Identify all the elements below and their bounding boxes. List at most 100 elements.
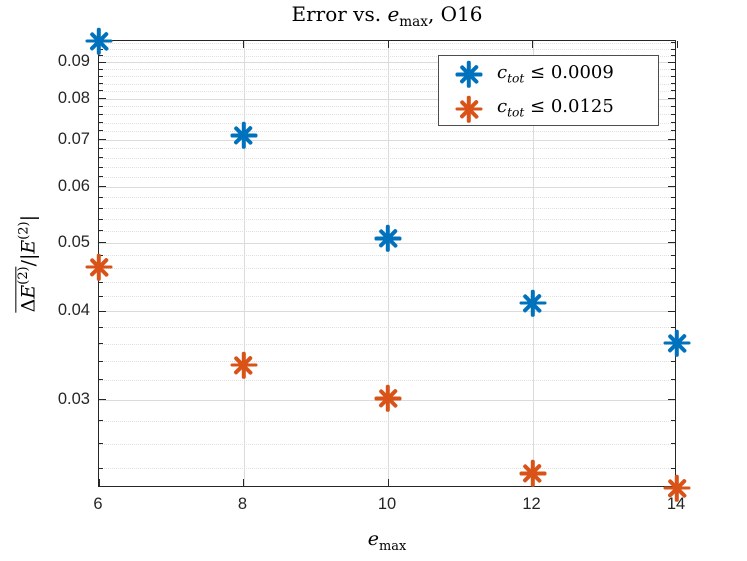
- minor-gridline: [99, 148, 675, 150]
- x-tick-label: 12: [522, 495, 541, 513]
- data-point-marker: [663, 474, 691, 502]
- y-minor-tick: [99, 360, 103, 362]
- y-axis-label: ΔE(2)/|E(2)|: [15, 124, 40, 404]
- y-minor-tick: [671, 105, 675, 107]
- minor-gridline: [99, 282, 675, 284]
- y-minor-tick: [99, 75, 103, 77]
- legend-value: 0.0125: [550, 96, 614, 117]
- y-tick-label: 0.09: [57, 52, 90, 71]
- y-minor-tick: [671, 467, 675, 469]
- y-minor-tick: [671, 443, 675, 445]
- data-point-marker: [85, 27, 113, 55]
- x-axis-label: emax: [287, 528, 487, 554]
- minor-gridline: [99, 83, 675, 85]
- y-minor-tick: [671, 157, 675, 159]
- x-major-tick: [243, 479, 244, 486]
- y-minor-tick: [99, 113, 103, 115]
- minor-gridline: [99, 343, 675, 345]
- title-var-subscript: max: [399, 14, 428, 30]
- minor-gridline: [99, 49, 675, 51]
- y-minor-tick: [99, 90, 103, 92]
- y-minor-tick: [99, 230, 103, 232]
- x-major-tick: [387, 41, 389, 48]
- legend-relation: ≤: [524, 61, 551, 83]
- y-minor-tick: [671, 42, 675, 44]
- y-major-tick: [99, 139, 106, 141]
- ylabel-end-bar: |: [17, 215, 40, 222]
- minor-gridline: [99, 255, 675, 257]
- y-minor-tick: [671, 75, 675, 77]
- y-minor-tick: [99, 166, 103, 168]
- major-gridline: [243, 41, 245, 486]
- data-point-marker: [374, 225, 402, 253]
- legend-entry: ctot ≤ 0.0009: [439, 58, 658, 91]
- minor-gridline: [99, 42, 675, 44]
- y-tick-label: 0.08: [57, 88, 90, 107]
- legend-relation: ≤: [524, 96, 551, 117]
- x-tick-label: 10: [377, 495, 397, 513]
- x-major-tick: [532, 41, 533, 48]
- y-major-tick: [99, 310, 106, 312]
- minor-gridline: [99, 296, 675, 298]
- x-tick-label: 8: [237, 495, 248, 513]
- title-text: Error vs.: [291, 2, 388, 26]
- y-minor-tick: [99, 130, 103, 132]
- y-tick-label: 0.04: [57, 301, 90, 320]
- x-tick-label: 6: [93, 495, 103, 513]
- asterisk-marker-icon: [455, 95, 483, 123]
- legend-box: ctot ≤ 0.0009 ctot ≤ 0.0125: [438, 55, 659, 126]
- y-minor-tick: [671, 166, 675, 168]
- ylabel-E: E: [17, 284, 40, 299]
- ylabel-superscript2: (2): [16, 221, 32, 240]
- y-minor-tick: [99, 254, 103, 256]
- minor-gridline: [99, 122, 675, 124]
- y-minor-tick: [99, 467, 103, 469]
- legend-var: c: [497, 61, 508, 83]
- y-minor-tick: [99, 218, 103, 220]
- major-gridline: [532, 41, 534, 486]
- minor-gridline: [99, 420, 675, 422]
- y-minor-tick: [99, 281, 103, 283]
- data-point-marker: [230, 121, 257, 149]
- y-minor-tick: [671, 122, 675, 123]
- y-minor-tick: [99, 420, 103, 422]
- y-tick-label: 0.03: [57, 389, 90, 408]
- y-minor-tick: [671, 90, 675, 92]
- legend-entry: ctot ≤ 0.0125: [439, 92, 658, 125]
- title-var: e: [387, 2, 400, 26]
- x-tick-label: 14: [666, 495, 686, 513]
- minor-gridline: [99, 379, 675, 381]
- y-major-tick: [99, 399, 106, 401]
- minor-gridline: [99, 167, 675, 169]
- y-minor-tick: [99, 326, 103, 328]
- ylabel-superscript: (2): [16, 266, 32, 285]
- minor-gridline: [99, 176, 675, 178]
- y-minor-tick: [671, 83, 675, 85]
- y-minor-tick: [671, 267, 675, 269]
- data-point-marker: [230, 351, 257, 379]
- y-minor-tick: [99, 122, 103, 123]
- y-tick-label: 0.06: [57, 176, 90, 195]
- y-major-tick: [99, 61, 106, 63]
- y-minor-tick: [99, 83, 103, 85]
- y-minor-tick: [671, 420, 675, 422]
- y-minor-tick: [671, 379, 675, 381]
- minor-gridline: [99, 106, 675, 108]
- x-major-tick: [387, 479, 389, 486]
- y-minor-tick: [99, 379, 103, 381]
- y-major-tick: [99, 98, 106, 100]
- y-minor-tick: [99, 48, 103, 50]
- y-tick-label: 0.07: [57, 129, 90, 148]
- y-minor-tick: [99, 196, 103, 198]
- y-minor-tick: [99, 157, 103, 159]
- minor-gridline: [99, 327, 675, 329]
- data-point-marker: [374, 385, 402, 413]
- major-gridline: [99, 139, 675, 141]
- y-minor-tick: [671, 55, 675, 57]
- y-minor-tick: [671, 326, 675, 328]
- minor-gridline: [99, 130, 675, 132]
- y-major-tick: [99, 186, 106, 188]
- major-gridline: [388, 41, 389, 486]
- data-point-marker: [519, 459, 546, 487]
- y-tick-label: 0.05: [57, 232, 90, 251]
